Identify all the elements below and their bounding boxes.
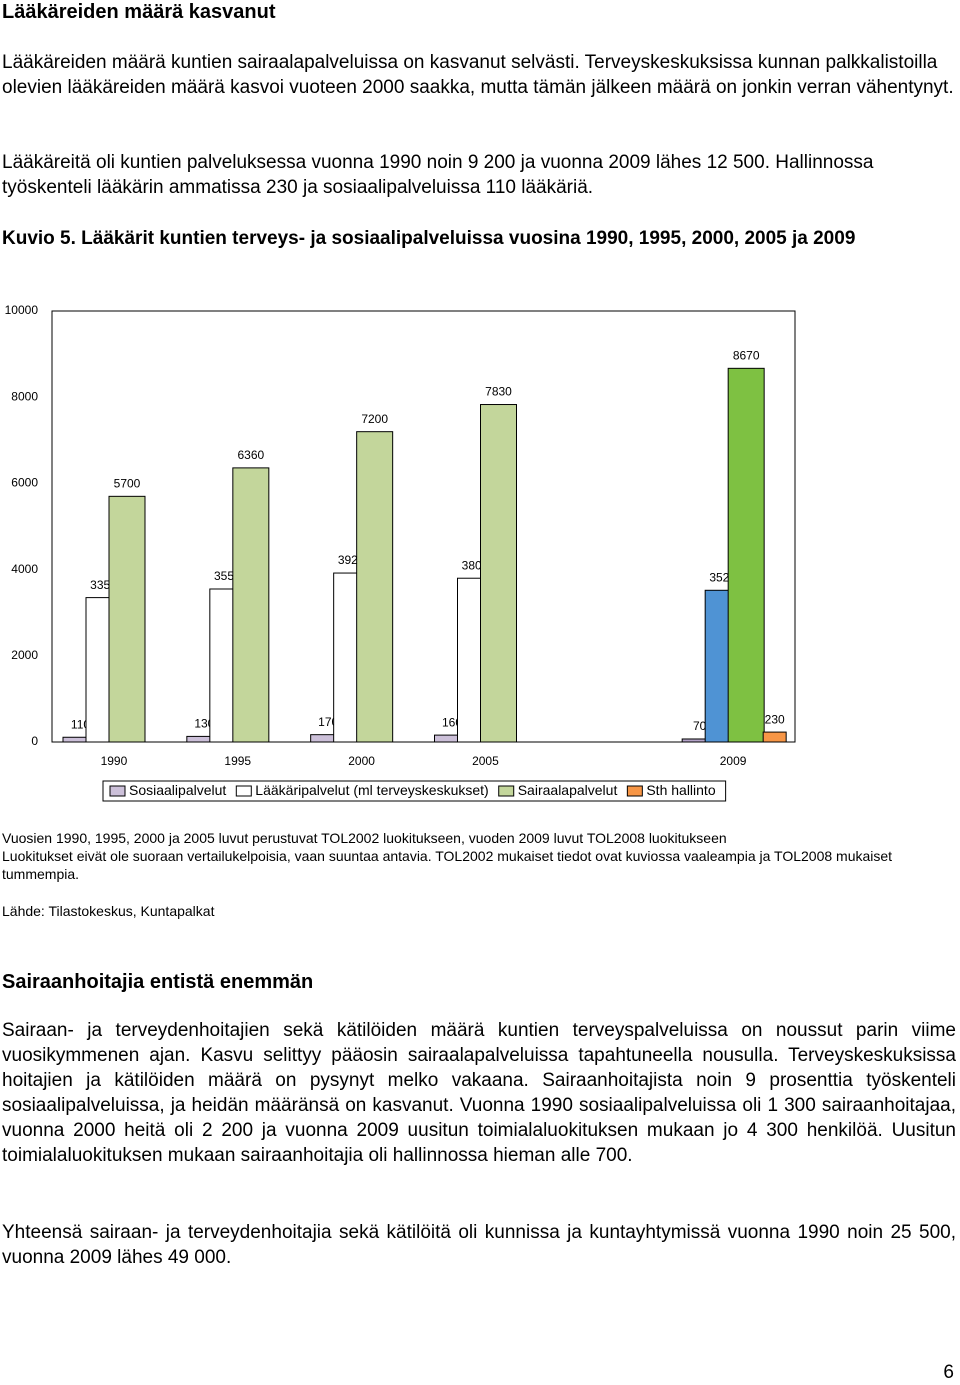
note: Luokitukset eivät ole suoraan vertailuke… bbox=[2, 848, 893, 882]
data-label: 7830 bbox=[485, 385, 512, 399]
legend-swatch bbox=[109, 785, 126, 797]
y-tick-label: 8000 bbox=[11, 389, 38, 403]
chart-title: Kuvio 5. Lääkärit kuntien terveys- ja so… bbox=[2, 228, 856, 249]
bar bbox=[108, 495, 146, 743]
y-tick-label: 10000 bbox=[5, 303, 39, 317]
legend-label: Lääkäripalvelut (ml terveyskeskukset) bbox=[255, 782, 488, 798]
x-tick-label: 1990 bbox=[101, 754, 128, 768]
page-number: 6 bbox=[943, 1362, 954, 1383]
paragraph: Lääkäreitä oli kuntien palveluksessa vuo… bbox=[2, 152, 874, 198]
legend-swatch bbox=[498, 785, 515, 797]
data-label: 6360 bbox=[237, 448, 264, 462]
legend-label: Sth hallinto bbox=[646, 782, 715, 798]
x-tick-label: 2005 bbox=[472, 754, 499, 768]
legend-swatch bbox=[626, 785, 643, 797]
legend-box bbox=[102, 780, 727, 802]
bar bbox=[480, 404, 517, 743]
x-tick-label: 1995 bbox=[224, 754, 251, 768]
y-tick-label: 4000 bbox=[11, 562, 38, 576]
note: Vuosien 1990, 1995, 2000 ja 2005 luvut p… bbox=[2, 830, 727, 846]
x-tick-label: 2000 bbox=[348, 754, 375, 768]
x-tick-label: 2009 bbox=[720, 754, 747, 768]
y-tick-label: 0 bbox=[31, 734, 38, 748]
paragraph: Sairaan- ja terveydenhoitajien sekä käti… bbox=[2, 1020, 956, 1166]
legend-label: Sosiaalipalvelut bbox=[129, 782, 226, 798]
data-label: 7200 bbox=[361, 412, 388, 426]
source: Lähde: Tilastokeskus, Kuntapalkat bbox=[2, 903, 215, 919]
legend-swatch bbox=[235, 785, 252, 797]
heading: Sairaanhoitajia entistä enemmän bbox=[2, 971, 314, 993]
paragraph: Yhteensä sairaan- ja terveydenhoitajia s… bbox=[2, 1222, 956, 1268]
y-tick-label: 6000 bbox=[11, 476, 38, 490]
y-tick-label: 2000 bbox=[11, 648, 38, 662]
paragraph: Lääkäreiden määrä kuntien sairaalapalvel… bbox=[2, 52, 954, 98]
bar bbox=[762, 731, 787, 743]
bar bbox=[232, 467, 270, 743]
data-label: 8670 bbox=[733, 348, 760, 362]
bar bbox=[727, 367, 765, 743]
legend-label: Sairaalapalvelut bbox=[518, 782, 618, 798]
plot-area bbox=[51, 310, 796, 743]
data-label: 5700 bbox=[114, 477, 141, 491]
bar bbox=[356, 431, 394, 743]
chart: 0200040006000800010000199011033505700199… bbox=[5, 303, 796, 802]
title: Lääkäreiden määrä kasvanut bbox=[2, 1, 276, 23]
data-label: 70 bbox=[693, 719, 707, 733]
data-label: 230 bbox=[765, 712, 785, 726]
